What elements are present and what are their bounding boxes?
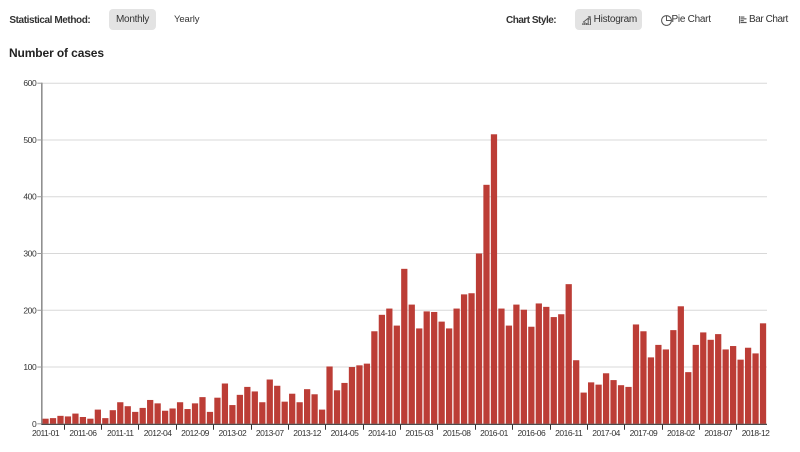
svg-text:2013-07: 2013-07 [256,428,284,438]
svg-text:500: 500 [23,135,37,145]
svg-text:2013-02: 2013-02 [219,428,247,438]
svg-text:2018-12: 2018-12 [742,428,770,438]
svg-text:2016-11: 2016-11 [555,428,583,438]
svg-text:2012-04: 2012-04 [144,428,172,438]
svg-text:2015-08: 2015-08 [443,428,471,438]
svg-text:600: 600 [23,78,37,88]
svg-text:2016-01: 2016-01 [480,428,508,438]
svg-text:2015-03: 2015-03 [405,428,433,438]
svg-text:2017-09: 2017-09 [630,428,658,438]
svg-text:400: 400 [23,192,37,202]
svg-text:2014-10: 2014-10 [368,428,396,438]
svg-text:0: 0 [32,419,37,429]
svg-text:2016-06: 2016-06 [517,428,545,438]
svg-text:2011-06: 2011-06 [69,428,97,438]
svg-text:2013-12: 2013-12 [293,428,321,438]
svg-text:300: 300 [23,249,37,259]
svg-text:200: 200 [23,305,37,315]
svg-text:2017-04: 2017-04 [592,428,620,438]
svg-text:2011-11: 2011-11 [107,428,134,438]
svg-text:2018-02: 2018-02 [667,428,695,438]
svg-text:2012-09: 2012-09 [181,428,209,438]
svg-text:100: 100 [23,362,37,372]
svg-text:2011-01: 2011-01 [32,428,60,438]
svg-text:2018-07: 2018-07 [704,428,732,438]
svg-text:2014-05: 2014-05 [331,428,359,438]
